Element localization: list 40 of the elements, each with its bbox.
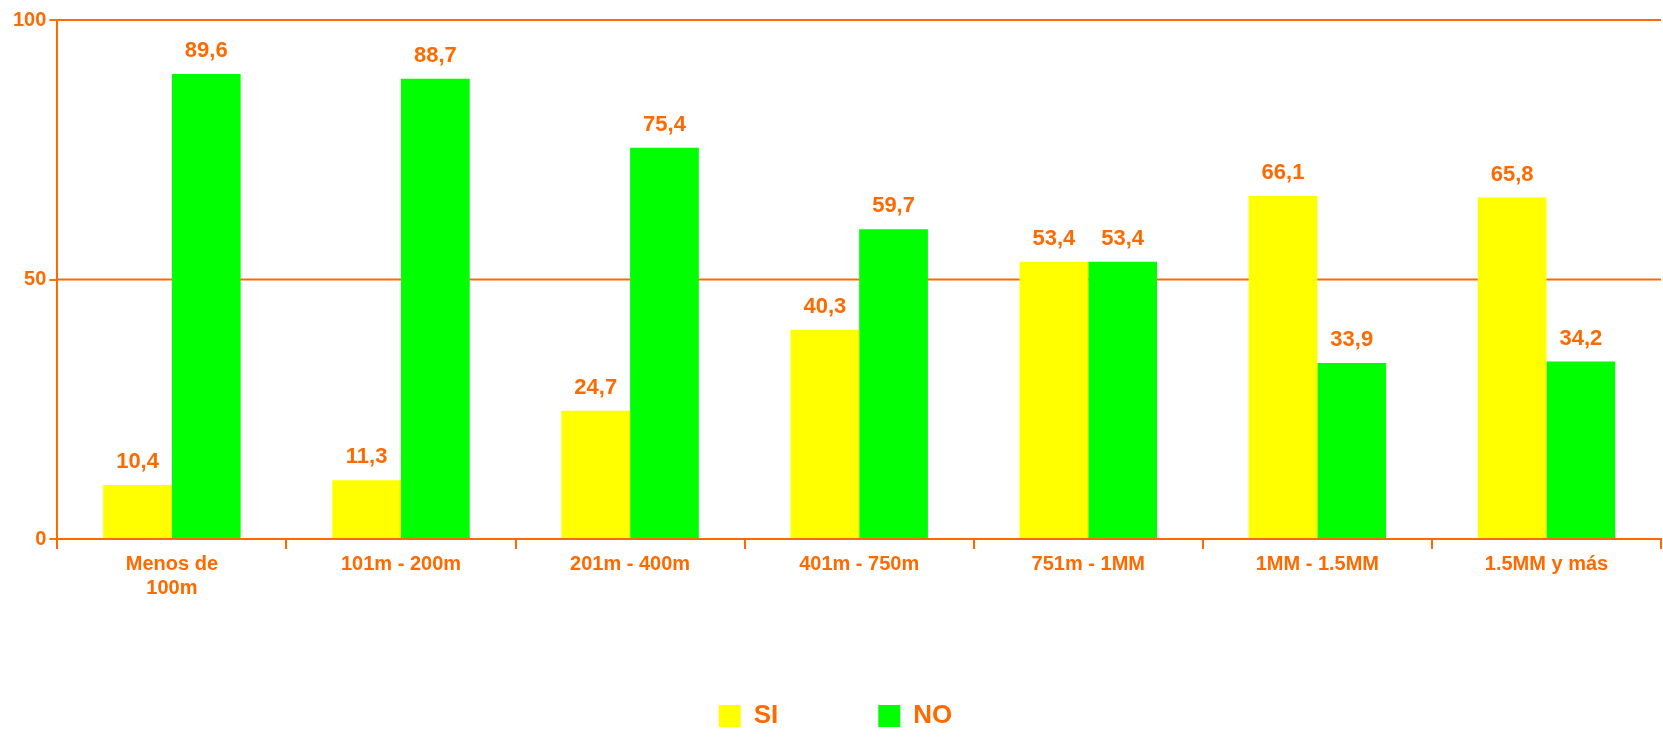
data-label: 75,4 <box>643 110 687 136</box>
data-label: 33,9 <box>1330 326 1374 352</box>
x-tick-label: 101m - 200m <box>340 551 462 574</box>
data-label: 40,3 <box>803 292 847 318</box>
bar <box>171 73 241 538</box>
data-label: 34,2 <box>1559 324 1603 350</box>
data-label: 65,8 <box>1490 160 1534 186</box>
x-tick-label: 1.5MM y más <box>1484 551 1609 574</box>
x-tick-label: 1MM - 1.5MM <box>1255 551 1380 574</box>
bar <box>1546 361 1616 538</box>
data-label: 59,7 <box>872 192 915 218</box>
bar <box>630 147 699 538</box>
bar <box>1019 261 1089 538</box>
bar <box>1477 197 1547 538</box>
bar <box>332 480 401 538</box>
legend-label: NO <box>913 699 953 730</box>
bar <box>1248 195 1318 538</box>
bar <box>401 78 470 538</box>
y-tick-label: 50 <box>24 267 47 290</box>
data-label: 10,4 <box>116 448 160 474</box>
bar <box>790 329 860 538</box>
bar <box>859 229 928 538</box>
data-label: 66,1 <box>1261 159 1305 184</box>
bar <box>1088 261 1157 538</box>
data-label: 88,7 <box>413 41 457 67</box>
bar <box>561 410 631 538</box>
data-label: 24,7 <box>574 373 618 399</box>
data-label: 89,6 <box>184 37 228 63</box>
x-tick-label: Menos de 100m <box>125 551 219 598</box>
legend-label: SI <box>753 699 779 730</box>
x-tick-label: 751m - 1MM <box>1031 551 1145 574</box>
data-label: 53,4 <box>1101 224 1145 250</box>
data-label: 11,3 <box>345 443 388 469</box>
x-tick-label: 201m - 400m <box>570 551 691 574</box>
bar <box>103 485 172 538</box>
y-tick-label: 0 <box>35 526 47 549</box>
y-tick-label: 100 <box>12 7 47 30</box>
x-tick-label: 401m - 750m <box>799 551 920 574</box>
data-label: 53,4 <box>1032 224 1077 250</box>
bar <box>1317 363 1387 538</box>
